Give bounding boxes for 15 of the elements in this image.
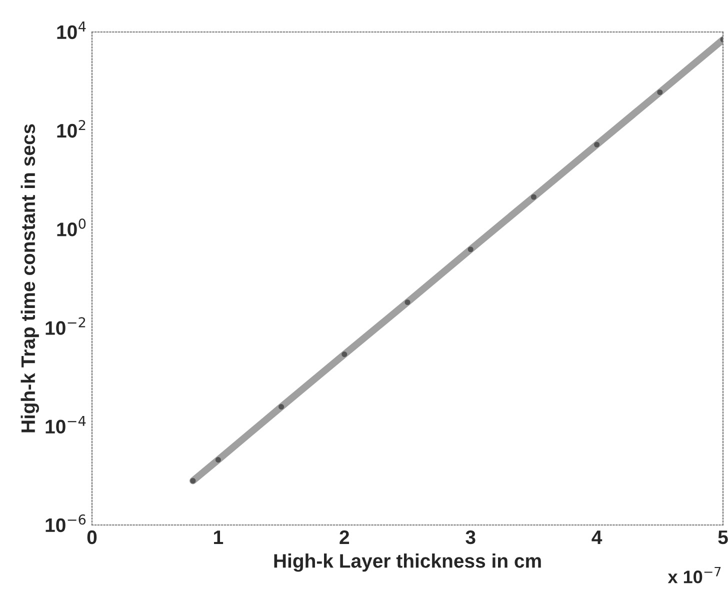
y-axis-title: High-k Trap time constant in secs bbox=[20, 124, 39, 432]
x-tick-label: 2 bbox=[340, 530, 350, 544]
y-tick-label: 10$^{−6}$ bbox=[46, 514, 86, 532]
y-tick-label: 10$^{2}$ bbox=[57, 120, 86, 138]
x-tick-label: 1 bbox=[214, 530, 224, 544]
x-tick-label: 5 bbox=[718, 530, 728, 544]
x-tick-label: 4 bbox=[592, 530, 602, 544]
text: x 10$^{−7}$ bbox=[668, 567, 721, 584]
x-tick-label: 3 bbox=[466, 530, 476, 544]
y-tick-label: 10$^{−2}$ bbox=[46, 317, 86, 335]
x-axis-title: High-k Layer thickness in cm bbox=[274, 554, 541, 572]
y-tick-label: 10$^{−4}$ bbox=[46, 416, 86, 434]
x-tick-label: 0 bbox=[87, 530, 97, 544]
y-tick-label: 10$^{4}$ bbox=[57, 22, 86, 40]
y-tick-label: 10$^{0}$ bbox=[57, 218, 86, 236]
